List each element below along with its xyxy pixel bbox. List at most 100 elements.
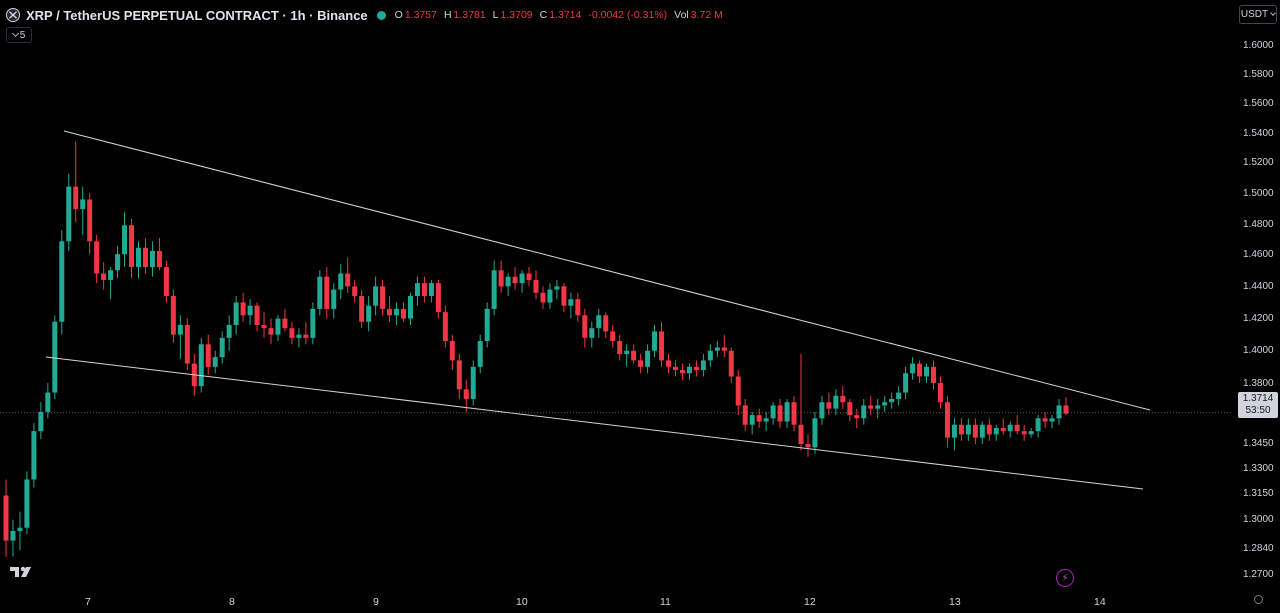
- candle-body: [87, 199, 93, 242]
- candle-body: [589, 328, 595, 338]
- y-tick-label: 1.3800: [1243, 378, 1274, 389]
- candle-body: [944, 402, 950, 438]
- ohlc-volume: Vol 3.72 M: [674, 9, 723, 21]
- candle-body: [1000, 427, 1006, 432]
- candle-body: [129, 225, 135, 268]
- candle-body: [526, 273, 532, 280]
- y-tick-label: 1.2840: [1243, 543, 1274, 554]
- candle-body: [268, 328, 274, 335]
- candle-body: [177, 324, 183, 335]
- candle-body: [338, 273, 344, 290]
- indicators-toggle-button[interactable]: 5: [6, 27, 32, 43]
- candle-body: [296, 334, 302, 338]
- candle-body: [924, 366, 930, 377]
- candle-body: [428, 283, 434, 297]
- candle-body: [324, 276, 330, 309]
- lightning-icon[interactable]: ⚡: [1056, 569, 1074, 587]
- ohlc-change: -0.0042 (-0.31%): [588, 9, 668, 21]
- candle-body: [979, 424, 985, 438]
- candle-body: [993, 427, 999, 435]
- candle-body: [652, 331, 658, 351]
- settings-icon[interactable]: [1254, 595, 1263, 604]
- candle-body: [826, 402, 832, 409]
- candle-body: [777, 405, 783, 422]
- candle-body: [763, 418, 769, 422]
- candle-body: [3, 495, 9, 541]
- candle-body: [282, 318, 288, 329]
- candle-body: [645, 350, 651, 367]
- candle-body: [582, 315, 588, 338]
- candle-body: [414, 283, 420, 297]
- candle-body: [868, 405, 874, 409]
- candle-body: [540, 292, 546, 303]
- candle-body: [226, 324, 232, 338]
- market-status-dot: [376, 10, 386, 20]
- candle-body: [387, 308, 393, 316]
- candle-body: [122, 225, 128, 255]
- candle-body: [666, 360, 671, 367]
- candle-body: [931, 366, 936, 383]
- candle-body: [561, 286, 567, 306]
- candle-body: [819, 402, 825, 419]
- chevron-down-icon: [11, 29, 19, 38]
- candle-body: [791, 402, 797, 425]
- chart-area[interactable]: [0, 0, 1232, 608]
- y-tick-label: 1.4800: [1243, 219, 1274, 230]
- currency-button[interactable]: USDT: [1239, 5, 1277, 24]
- candle-body: [1007, 424, 1013, 432]
- candle-body: [170, 296, 176, 335]
- y-tick-label: 1.4000: [1243, 345, 1274, 356]
- y-tick-label: 1.3000: [1243, 514, 1274, 525]
- symbol-title[interactable]: XRP / TetherUS PERPETUAL CONTRACT · 1h ·…: [26, 7, 368, 23]
- currency-label: USDT: [1240, 9, 1269, 20]
- candlestick-chart[interactable]: [0, 0, 1232, 608]
- candle-body: [275, 318, 281, 335]
- candle-body: [1014, 424, 1020, 432]
- candle-body: [798, 424, 804, 445]
- candle-body: [219, 337, 225, 358]
- candle-body: [449, 341, 455, 361]
- candle-body: [547, 289, 553, 303]
- candle-body: [951, 424, 957, 438]
- candle-body: [833, 395, 839, 409]
- candle-body: [366, 305, 372, 322]
- candle-body: [163, 267, 169, 297]
- y-tick-label: 1.4400: [1243, 281, 1274, 292]
- y-tick-label: 1.5800: [1243, 69, 1274, 80]
- candle-body: [728, 350, 734, 377]
- candle-body: [80, 199, 86, 210]
- candle-body: [1028, 431, 1034, 435]
- candle-body: [254, 305, 260, 325]
- candle-body: [484, 308, 490, 342]
- candle-body: [1021, 431, 1027, 435]
- x-tick-label: 12: [804, 596, 816, 608]
- candle-body: [533, 279, 539, 293]
- candle-body: [24, 479, 30, 528]
- tradingview-logo[interactable]: [10, 565, 36, 579]
- candle-body: [380, 286, 386, 309]
- candle-body: [882, 402, 888, 406]
- candle-body: [638, 360, 644, 367]
- chevron-down-icon: [1270, 10, 1276, 16]
- candle-body: [240, 302, 246, 316]
- candle-body: [937, 382, 943, 403]
- candle-body: [10, 530, 16, 541]
- price-axis[interactable]: 1.6000 1.5800 1.5600 1.5400 1.5200 1.5000 1.48…: [1232, 0, 1280, 608]
- candle-body: [672, 366, 678, 371]
- ohlc-low: L 1.3709: [492, 9, 533, 21]
- candle-body: [477, 341, 483, 367]
- candle-body: [463, 389, 469, 399]
- candle-body: [303, 334, 309, 338]
- xrp-icon: [6, 8, 20, 22]
- candle-body: [965, 424, 971, 435]
- candle-body: [108, 270, 114, 280]
- candle-body: [470, 366, 476, 399]
- candle-body: [17, 527, 23, 531]
- y-tick-label: 1.5000: [1243, 188, 1274, 199]
- y-tick-label: 1.5600: [1243, 98, 1274, 109]
- candle-body: [247, 305, 253, 316]
- y-tick-label: 1.5200: [1243, 157, 1274, 168]
- candle-body: [575, 299, 581, 316]
- candle-body: [986, 424, 992, 435]
- ohlc-close: C 1.3714: [539, 9, 582, 21]
